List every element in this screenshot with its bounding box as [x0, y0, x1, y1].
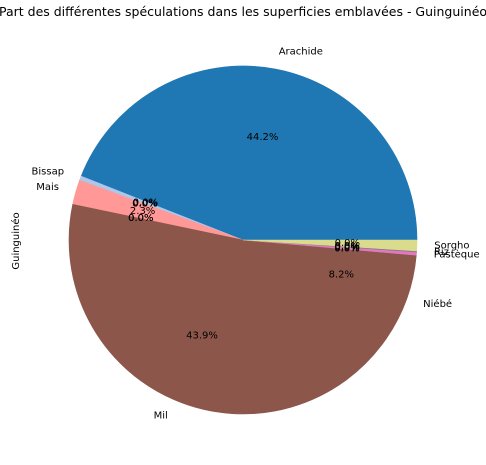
- percent-label-slice-5: 0.0%: [132, 199, 157, 210]
- category-labels: Arachide Bissap Mais Mil Niébé PastèqueRizSor…: [32, 46, 480, 421]
- pie-slice-arachide: [80, 65, 418, 241]
- category-label-pasteque: Pastèque: [434, 248, 480, 260]
- percent-label-slice-6: 0.0%: [132, 199, 157, 210]
- percent-label-slice-9: 0.0%: [128, 213, 153, 224]
- percent-label-sorgho: 0.0%: [335, 238, 360, 249]
- percent-label-mais: 2.3%: [130, 206, 155, 217]
- percent-label-slice-15: 0.0%: [334, 241, 359, 252]
- percent-label-mil: 43.9%: [186, 331, 218, 342]
- percent-label-arachide: 44.2%: [247, 132, 279, 143]
- percent-labels: 44.2%0.0%0.0%0.0%0.0%0.0%0.0%2.3%0.0%0.0…: [128, 132, 360, 342]
- percent-label-slice-3: 0.0%: [132, 199, 157, 210]
- percent-label-slice-2: 0.0%: [132, 199, 157, 210]
- chart-title: Part des différentes spéculations dans l…: [0, 4, 486, 19]
- percent-label-slice-12: 0.0%: [334, 244, 359, 255]
- pie-slice-sorgho: [242, 239, 418, 252]
- pie-slice-niebe: [241, 239, 417, 339]
- pie-slices: [68, 65, 418, 415]
- percent-label-slice-8: 0.0%: [128, 213, 153, 224]
- category-label-arachide: Arachide: [279, 46, 323, 57]
- category-label-mais: Mais: [36, 182, 59, 193]
- category-label-niebe: Niébé: [423, 298, 452, 310]
- category-label-bissap: Bissap: [32, 167, 65, 178]
- category-label-mil: Mil: [154, 411, 168, 422]
- category-label-riz: Riz: [434, 247, 449, 258]
- percent-label-riz: 0.0%: [334, 241, 359, 252]
- percent-label-niebe: 8.2%: [329, 270, 354, 281]
- pie-slice-mil: [68, 203, 387, 415]
- category-label-sorgho: Sorgho: [434, 240, 469, 251]
- percent-label-slice-4: 0.0%: [132, 199, 157, 210]
- y-axis-label: Guinguinéo: [10, 212, 22, 269]
- percent-label-bissap: 0.0%: [133, 197, 158, 208]
- percent-label-pasteque: 0.0%: [334, 243, 359, 254]
